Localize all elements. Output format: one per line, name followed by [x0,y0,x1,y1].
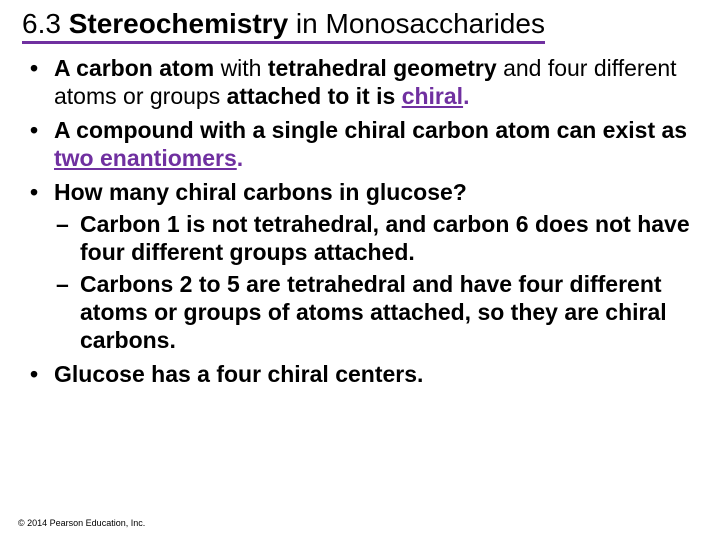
b3-s2: Carbons 2 to 5 are tetrahedral and have … [80,271,667,353]
copyright-text: © 2014 Pearson Education, Inc. [18,518,145,528]
slide-title: 6.3 Stereochemistry in Monosaccharides [22,8,545,44]
sub-2: Carbons 2 to 5 are tetrahedral and have … [54,270,696,354]
b1-t3: tetrahedral geometry [268,55,503,81]
b1-term: chiral [402,83,463,109]
slide: 6.3 Stereochemistry in Monosaccharides A… [0,0,720,540]
title-suffix: in Monosaccharides [288,8,545,39]
b2-term: two enantiomers [54,145,237,171]
b1-t2: with [221,55,268,81]
title-bold: Stereochemistry [69,8,288,39]
b1-t1: A carbon atom [54,55,221,81]
bullet-4: Glucose has a four chiral centers. [26,360,696,388]
b2-dot: . [237,145,243,171]
bullet-1: A carbon atom with tetrahedral geometry … [26,54,696,110]
b1-dot: . [463,83,469,109]
b3-t1: How many chiral carbons in glucose? [54,179,467,205]
bullet-3: How many chiral carbons in glucose? Carb… [26,178,696,354]
title-wrap: 6.3 Stereochemistry in Monosaccharides [0,0,720,46]
title-prefix: 6.3 [22,8,69,39]
b1-t5: attached to it is [227,83,402,109]
sub-1: Carbon 1 is not tetrahedral, and carbon … [54,210,696,266]
sub-list: Carbon 1 is not tetrahedral, and carbon … [54,210,696,354]
b3-s1: Carbon 1 is not tetrahedral, and carbon … [80,211,690,265]
b2-t1: A compound with a single chiral carbon a… [54,117,687,143]
b4-t1: Glucose has a four chiral centers. [54,361,423,387]
bullet-2: A compound with a single chiral carbon a… [26,116,696,172]
slide-body: A carbon atom with tetrahedral geometry … [0,46,720,389]
bullet-list: A carbon atom with tetrahedral geometry … [26,54,696,389]
